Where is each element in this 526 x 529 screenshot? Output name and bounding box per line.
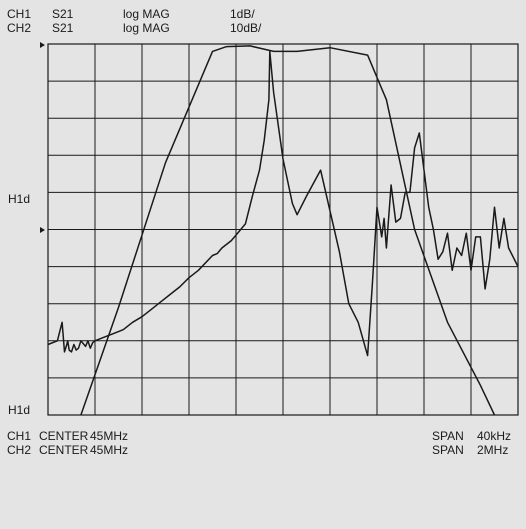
center-value: 45MHz [90,429,129,443]
footer-channel: CH1 [7,429,32,443]
header-parameter: S21 [52,7,74,21]
header-format: log MAG [123,7,170,21]
header-channel: CH1 [7,7,32,21]
header-scale: 1dB/ [230,7,255,21]
header-channel: CH2 [7,21,32,35]
reference-marker-ch2 [40,227,45,233]
reference-label-lower: H1d [8,403,31,417]
graticule [47,43,519,416]
trace-line-ch2 [47,50,519,357]
span-value: 2MHz [477,443,509,457]
header-row-ch2: CH2 S21 log MAG 10dB/ [7,22,261,94]
header-format: log MAG [123,21,170,35]
span-label: SPAN [432,443,464,457]
reference-marker-ch1 [40,42,45,48]
span-value: 40kHz [477,429,512,443]
center-label: CENTER [39,443,89,457]
trace-line-ch1 [80,45,496,416]
footer-row-ch2: CH2 CENTER 45MHz SPAN 2MHz [7,444,519,528]
analyzer-screen: CH1 S21 log MAG 1dB/ CH2 S21 log MAG 10d… [7,8,519,456]
header-scale: 10dB/ [230,21,262,35]
header-parameter: S21 [52,21,74,35]
trace-plot [40,42,519,416]
traces [47,45,519,416]
center-value: 45MHz [90,443,129,457]
span-label: SPAN [432,429,464,443]
footer-channel: CH2 [7,443,32,457]
footer-row-ch1: CH1 CENTER 45MHz SPAN 40kHz [7,430,519,514]
center-label: CENTER [39,429,89,443]
reference-label-upper: H1d [8,192,31,206]
header-row-ch1: CH1 S21 log MAG 1dB/ [7,8,255,80]
